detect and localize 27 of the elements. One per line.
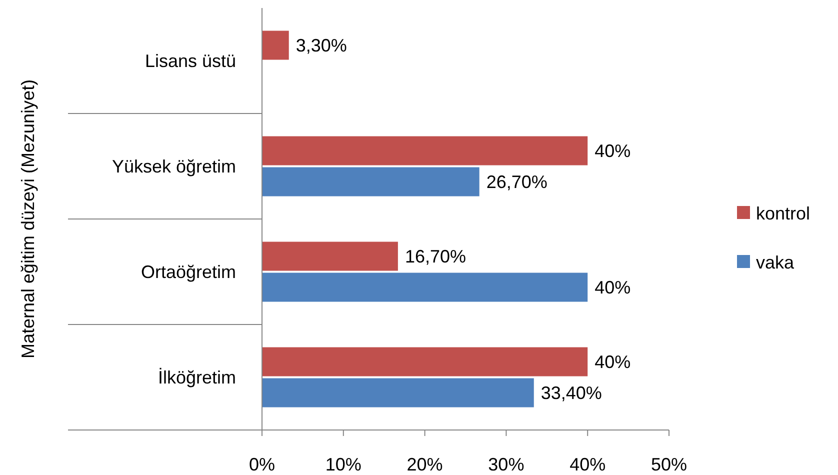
y-tick-label: Ortaöğretim [140,262,236,282]
y-tick-label: Yüksek öğretim [112,156,236,177]
legend-label: vaka [756,252,796,272]
x-tick-label: 10% [325,454,362,474]
y-tick-label: Lisans üstü [144,51,236,72]
bar [262,347,588,376]
bar [262,242,398,271]
legend-label: kontrol [756,203,810,224]
data-label: 16,70% [404,246,466,267]
y-tick-label: İlköğretim [158,368,236,388]
bar [262,167,480,196]
x-tick-label: 20% [406,454,443,474]
y-axis-title: Maternal eğitim düzeyi (Mezuniyet) [18,79,38,359]
data-label: 40% [594,352,631,372]
bar [262,30,289,60]
bar [262,378,534,408]
data-label: 40% [594,141,631,162]
x-tick-label: 30% [488,454,524,474]
data-label: 3,30% [296,36,347,56]
x-tick-label: 50% [650,454,688,474]
data-label: 40% [594,278,631,298]
x-tick-label: 0% [248,454,276,474]
x-tick-label: 40% [570,454,606,474]
data-label: 33,40% [540,383,602,404]
bar [262,272,588,302]
data-label: 26,70% [486,172,548,192]
bar [262,136,588,166]
